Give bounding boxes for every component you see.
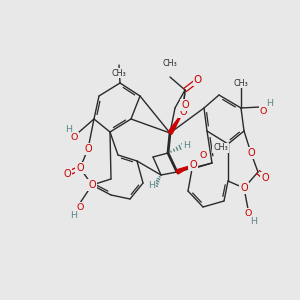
Text: O: O: [179, 107, 187, 117]
Text: H: H: [70, 212, 77, 220]
Text: O: O: [261, 173, 269, 183]
Text: H: H: [65, 124, 72, 134]
Text: O: O: [63, 169, 71, 179]
Text: O: O: [244, 209, 252, 218]
Text: O: O: [88, 180, 96, 190]
Text: H: H: [183, 142, 190, 151]
Text: O: O: [76, 203, 84, 212]
Text: O: O: [247, 148, 255, 158]
Text: O: O: [84, 144, 92, 154]
Text: H: H: [266, 98, 273, 107]
Text: O: O: [194, 75, 202, 85]
Text: CH₃: CH₃: [213, 143, 228, 152]
Text: O: O: [240, 183, 248, 193]
Text: CH₃: CH₃: [163, 59, 177, 68]
Polygon shape: [176, 165, 193, 174]
Text: CH₃: CH₃: [112, 68, 126, 77]
Text: O: O: [181, 100, 189, 110]
Text: O: O: [194, 75, 202, 85]
Polygon shape: [168, 112, 183, 134]
Text: O: O: [260, 107, 267, 116]
Text: CH₃: CH₃: [234, 79, 248, 88]
Text: H: H: [148, 181, 155, 190]
Text: O: O: [189, 160, 197, 170]
Text: O: O: [199, 151, 207, 160]
Text: O: O: [76, 163, 84, 173]
Text: H: H: [250, 218, 257, 226]
Text: O: O: [70, 134, 78, 142]
